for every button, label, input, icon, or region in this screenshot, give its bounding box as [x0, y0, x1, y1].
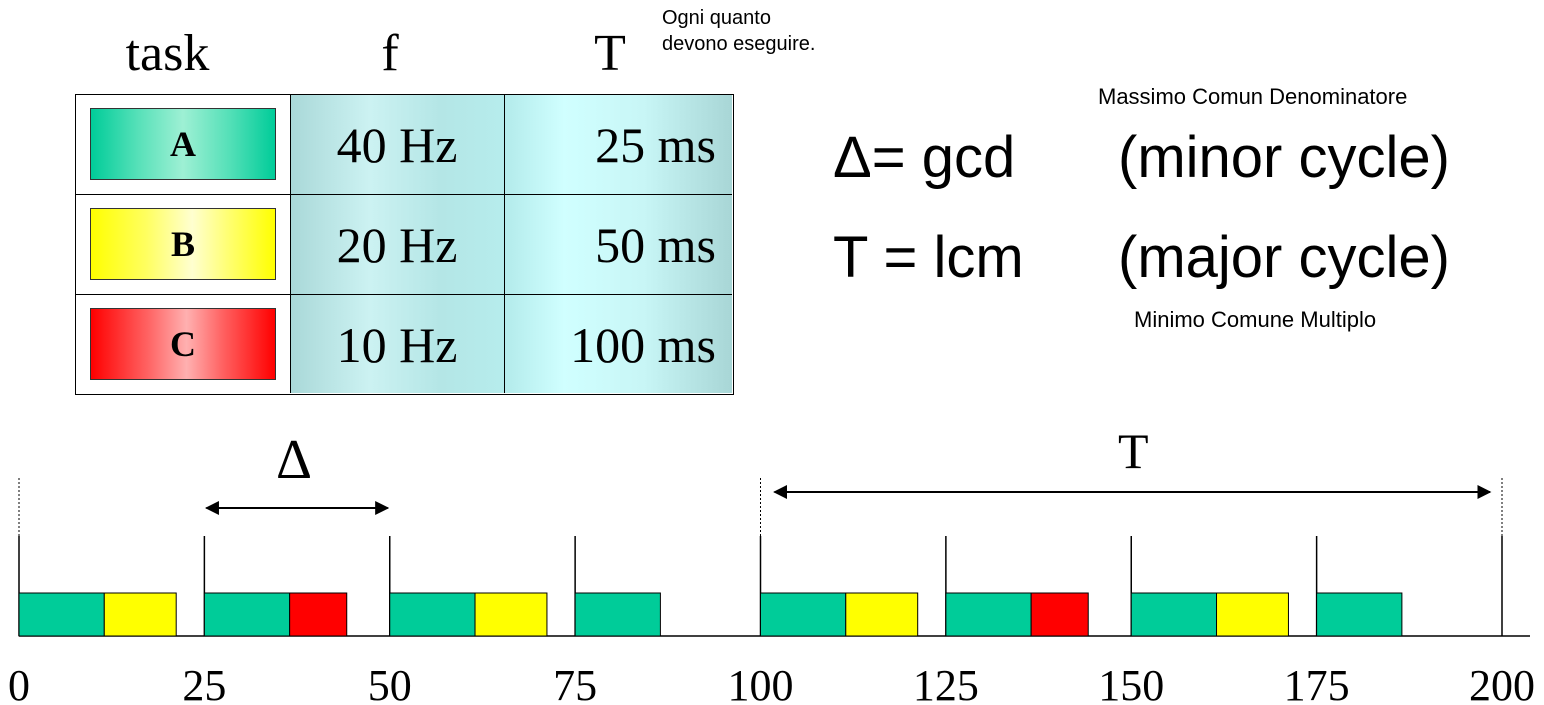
tick-label: 125	[913, 661, 979, 705]
task-bar-a	[574, 592, 661, 637]
task-bar-a	[389, 592, 476, 637]
freq-c: 10 Hz	[336, 317, 458, 373]
task-bar-b	[1216, 592, 1289, 637]
task-bar-a	[18, 592, 105, 637]
tick-label: 175	[1284, 661, 1350, 705]
task-label-a: A	[170, 124, 196, 164]
tick-label: 150	[1098, 661, 1164, 705]
tick-label: 100	[728, 661, 794, 705]
period-c: 100 ms	[570, 317, 716, 373]
tick-label: 200	[1469, 661, 1535, 705]
task-chip-b: B	[90, 208, 276, 280]
task-bar-a	[1130, 592, 1218, 637]
lcm-note: Minimo Comune Multiplo	[1134, 307, 1377, 332]
header-task: task	[125, 25, 210, 82]
table-divider	[290, 95, 291, 393]
tick-label: 75	[553, 661, 597, 705]
major-cycle-label: (major cycle)	[1118, 225, 1450, 290]
delta-formula: Δ= gcd	[833, 125, 1016, 190]
period-a: 25 ms	[595, 117, 716, 173]
task-label-c: C	[170, 324, 196, 364]
period-label: T	[1118, 423, 1149, 479]
table-data-background	[290, 95, 732, 393]
task-label-b: B	[170, 224, 195, 264]
period-b: 50 ms	[595, 217, 716, 273]
task-table: A B C 40 Hz 25 ms 20 Hz 50 ms 10 Hz 100 …	[75, 94, 734, 395]
task-bar-a	[1316, 592, 1403, 637]
header-frequency: f	[381, 25, 399, 82]
note-line-1: Ogni quanto	[662, 7, 771, 29]
task-bar-a	[203, 592, 291, 637]
lcm-formula: T = lcm	[833, 225, 1024, 290]
task-bar-b	[103, 592, 177, 637]
task-chip-c: C	[90, 308, 276, 380]
task-chip-a: A	[90, 108, 276, 180]
task-bar-b	[474, 592, 548, 637]
minor-cycle-label: (minor cycle)	[1118, 125, 1450, 190]
task-bar-c	[1030, 592, 1089, 637]
tick-label: 50	[368, 661, 412, 705]
note-line-2: devono eseguire.	[662, 33, 816, 55]
header-period: T	[594, 25, 626, 82]
task-bar-b	[845, 592, 919, 637]
task-bar-a	[760, 592, 847, 637]
delta-label: Δ	[276, 429, 313, 491]
tick-label: 0	[8, 661, 30, 705]
gcd-note: Massimo Comun Denominatore	[1098, 84, 1408, 109]
task-bar-a	[945, 592, 1032, 637]
table-divider	[504, 95, 505, 393]
table-divider	[76, 294, 732, 295]
tick-label: 25	[182, 661, 226, 705]
table-divider	[76, 194, 732, 195]
freq-b: 20 Hz	[336, 217, 458, 273]
freq-a: 40 Hz	[336, 117, 458, 173]
task-bar-c	[289, 592, 348, 637]
